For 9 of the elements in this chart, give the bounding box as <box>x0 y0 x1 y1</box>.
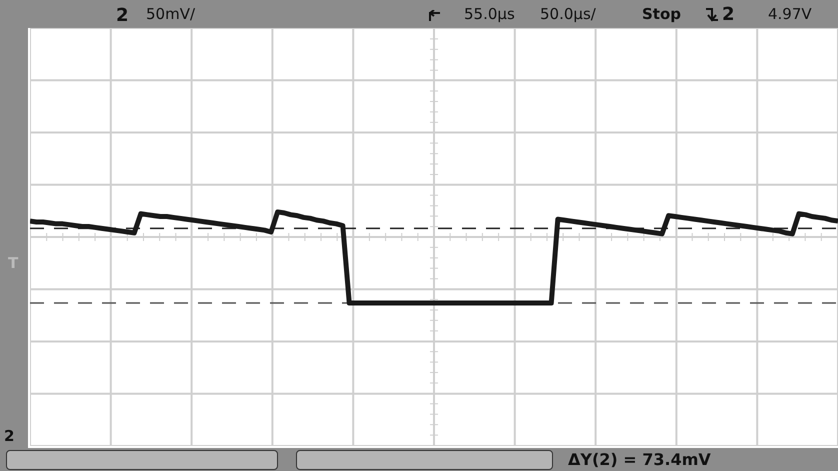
text: 4.97V <box>768 5 812 23</box>
text: 2 <box>722 4 735 25</box>
text: ΔY(2) = 73.4mV <box>568 450 711 469</box>
text: 2 <box>116 5 129 26</box>
text: 50.0µs/ <box>540 5 596 23</box>
text: 50mV/ <box>146 5 196 23</box>
text: 2 <box>4 427 14 445</box>
text: Stop <box>642 5 682 23</box>
text: 55.0µs <box>464 5 515 23</box>
